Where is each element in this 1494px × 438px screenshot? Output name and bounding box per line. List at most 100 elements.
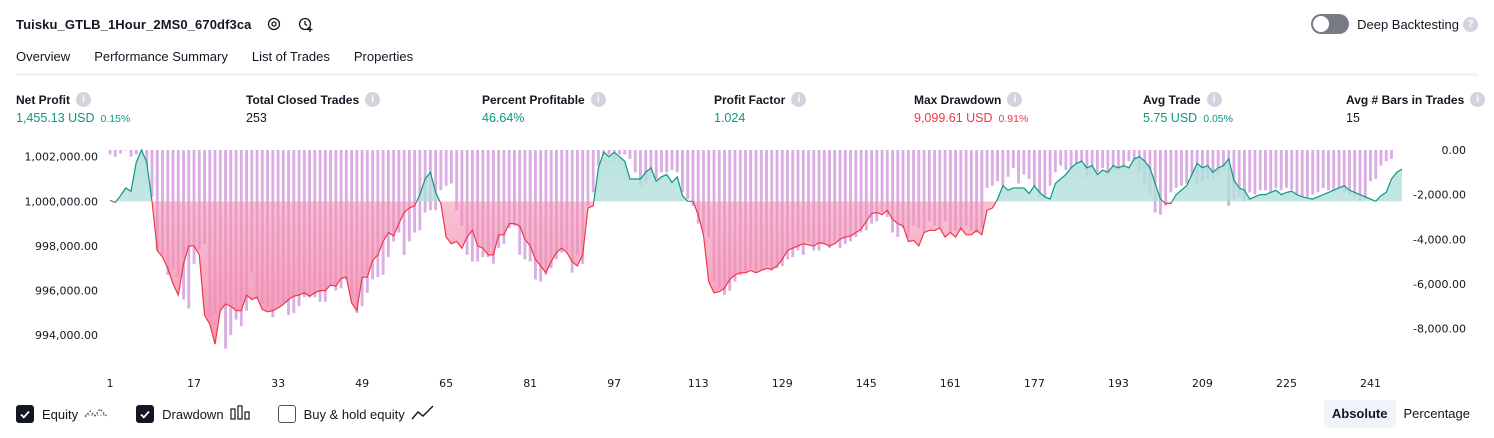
drawdown-bar [880,150,884,213]
metric-label: Percent Profitable [482,92,585,107]
y-right-tick-label: -8,000.00 [1413,323,1466,336]
help-icon[interactable]: ? [1463,16,1478,32]
drawdown-bar [397,150,401,233]
drawdown-bar [927,150,931,222]
drawdown-bar [497,150,501,249]
help-icon[interactable]: i [590,92,606,107]
drawdown-bar [1353,150,1357,197]
legend-equity[interactable]: Equity [16,405,108,424]
drawdown-bar [1158,150,1162,215]
drawdown-bar [1279,150,1283,191]
drawdown-bar [1043,150,1047,200]
drawdown-bar [1306,150,1309,197]
tab-performance-summary[interactable]: Performance Summary [94,49,228,64]
drawdown-bar [1342,150,1346,193]
drawdown-bar [1337,150,1341,188]
equity-line-below [110,201,1377,345]
metric-label: Avg # Bars in Trades [1346,92,1465,107]
legend-drawdown[interactable]: Drawdown [136,404,250,424]
equity-line-above [109,148,1403,202]
metric-value: 9,099.61 USD [914,111,993,125]
mode-percentage[interactable]: Percentage [1403,406,1471,421]
drawdown-bar [1248,150,1252,193]
drawdown-bar [113,150,117,157]
metric-avg-trade: Avg Trade i 5.75 USD 0.05% [1143,92,1233,125]
drawdown-bar [1285,150,1288,188]
help-icon[interactable]: i [1007,92,1023,107]
drawdown-bar [922,150,926,233]
drawdown-bar [1111,150,1115,168]
help-icon[interactable]: i [365,92,381,107]
help-icon[interactable]: i [76,92,91,107]
deep-backtesting-label: Deep Backtesting [1357,16,1459,32]
drawdown-bar [943,150,947,222]
drawdown-bar [1064,150,1068,171]
drawdown-bar [849,150,852,242]
x-tick-label: 225 [1276,377,1297,390]
drawdown-bar [560,150,564,253]
drawdown-checkbox[interactable] [136,405,155,423]
drawdown-bar [696,150,700,224]
y-left-tick-label: 1,002,000.00 [25,151,98,164]
tab-properties[interactable]: Properties [353,49,414,64]
deep-backtesting-toggle[interactable] [1311,14,1350,34]
drawdown-bar [413,150,417,233]
tab-list-of-trades[interactable]: List of Trades [251,49,330,64]
header: Tuisku_GTLB_1Hour_2MS0_670df3ca [16,12,316,36]
drawdown-bar [444,150,448,186]
drawdown-bar [1059,150,1063,166]
equity-checkbox[interactable] [16,405,34,423]
drawdown-bar [665,150,669,173]
y-right-tick-label: -4,000.00 [1413,233,1466,246]
drawdown-bar [828,150,831,249]
x-tick-label: 241 [1360,377,1381,390]
x-tick-label: 209 [1192,377,1213,390]
add-alert-icon[interactable] [296,14,316,34]
settings-icon[interactable] [264,14,284,34]
drawdown-bar [1022,150,1026,175]
drawdown-bar [507,150,511,229]
help-icon[interactable]: i [1470,92,1486,107]
drawdown-bar [1011,150,1015,168]
drawdown-bar [455,150,459,211]
drawdown-bar [449,150,453,184]
drawdown-bar [1290,150,1294,191]
buy-hold-checkbox[interactable] [277,405,296,423]
drawdown-bar [1369,150,1372,182]
drawdown-bar [875,150,879,222]
drawdown-bar [586,150,590,206]
drawdown-bar [707,150,711,238]
drawdown-bar [1274,150,1278,188]
drawdown-bar [807,150,810,242]
drawdown-bar [1017,150,1021,184]
drawdown-bar [434,150,438,211]
legend-buy-hold-equity[interactable]: Buy & hold equity [277,405,435,424]
drawdown-bar [1027,150,1031,180]
help-icon[interactable]: i [1206,92,1222,107]
tab-overview[interactable]: Overview [16,44,71,76]
x-tick-label: 193 [1108,377,1129,390]
mode-absolute[interactable]: Absolute [1323,400,1396,428]
drawdown-bar [623,150,627,155]
drawdown-bar [1327,150,1330,191]
drawdown-bar [203,150,206,244]
drawdown-bar [948,150,952,233]
x-tick-label: 33 [271,377,285,390]
drawdown-bar [901,150,905,229]
drawdown-bar [933,150,937,226]
metric-percent: 0.05% [1203,113,1233,125]
drawdown-bar [1363,150,1367,200]
metric-label: Avg Trade [1143,92,1201,107]
drawdown-bar [1390,150,1393,159]
help-icon[interactable]: i [791,92,807,107]
x-tick-label: 113 [688,377,709,390]
drawdown-bar [644,150,648,184]
drawdown-bar [702,150,705,233]
drawdown-bar [985,150,989,188]
drawdown-bar [607,150,611,155]
drawdown-bar [1348,150,1351,195]
drawdown-bar [959,150,963,231]
drawdown-bar [392,150,396,242]
drawdown-bar [885,150,889,217]
chart-legend: Equity Drawdown Buy & hold equity [16,403,463,425]
